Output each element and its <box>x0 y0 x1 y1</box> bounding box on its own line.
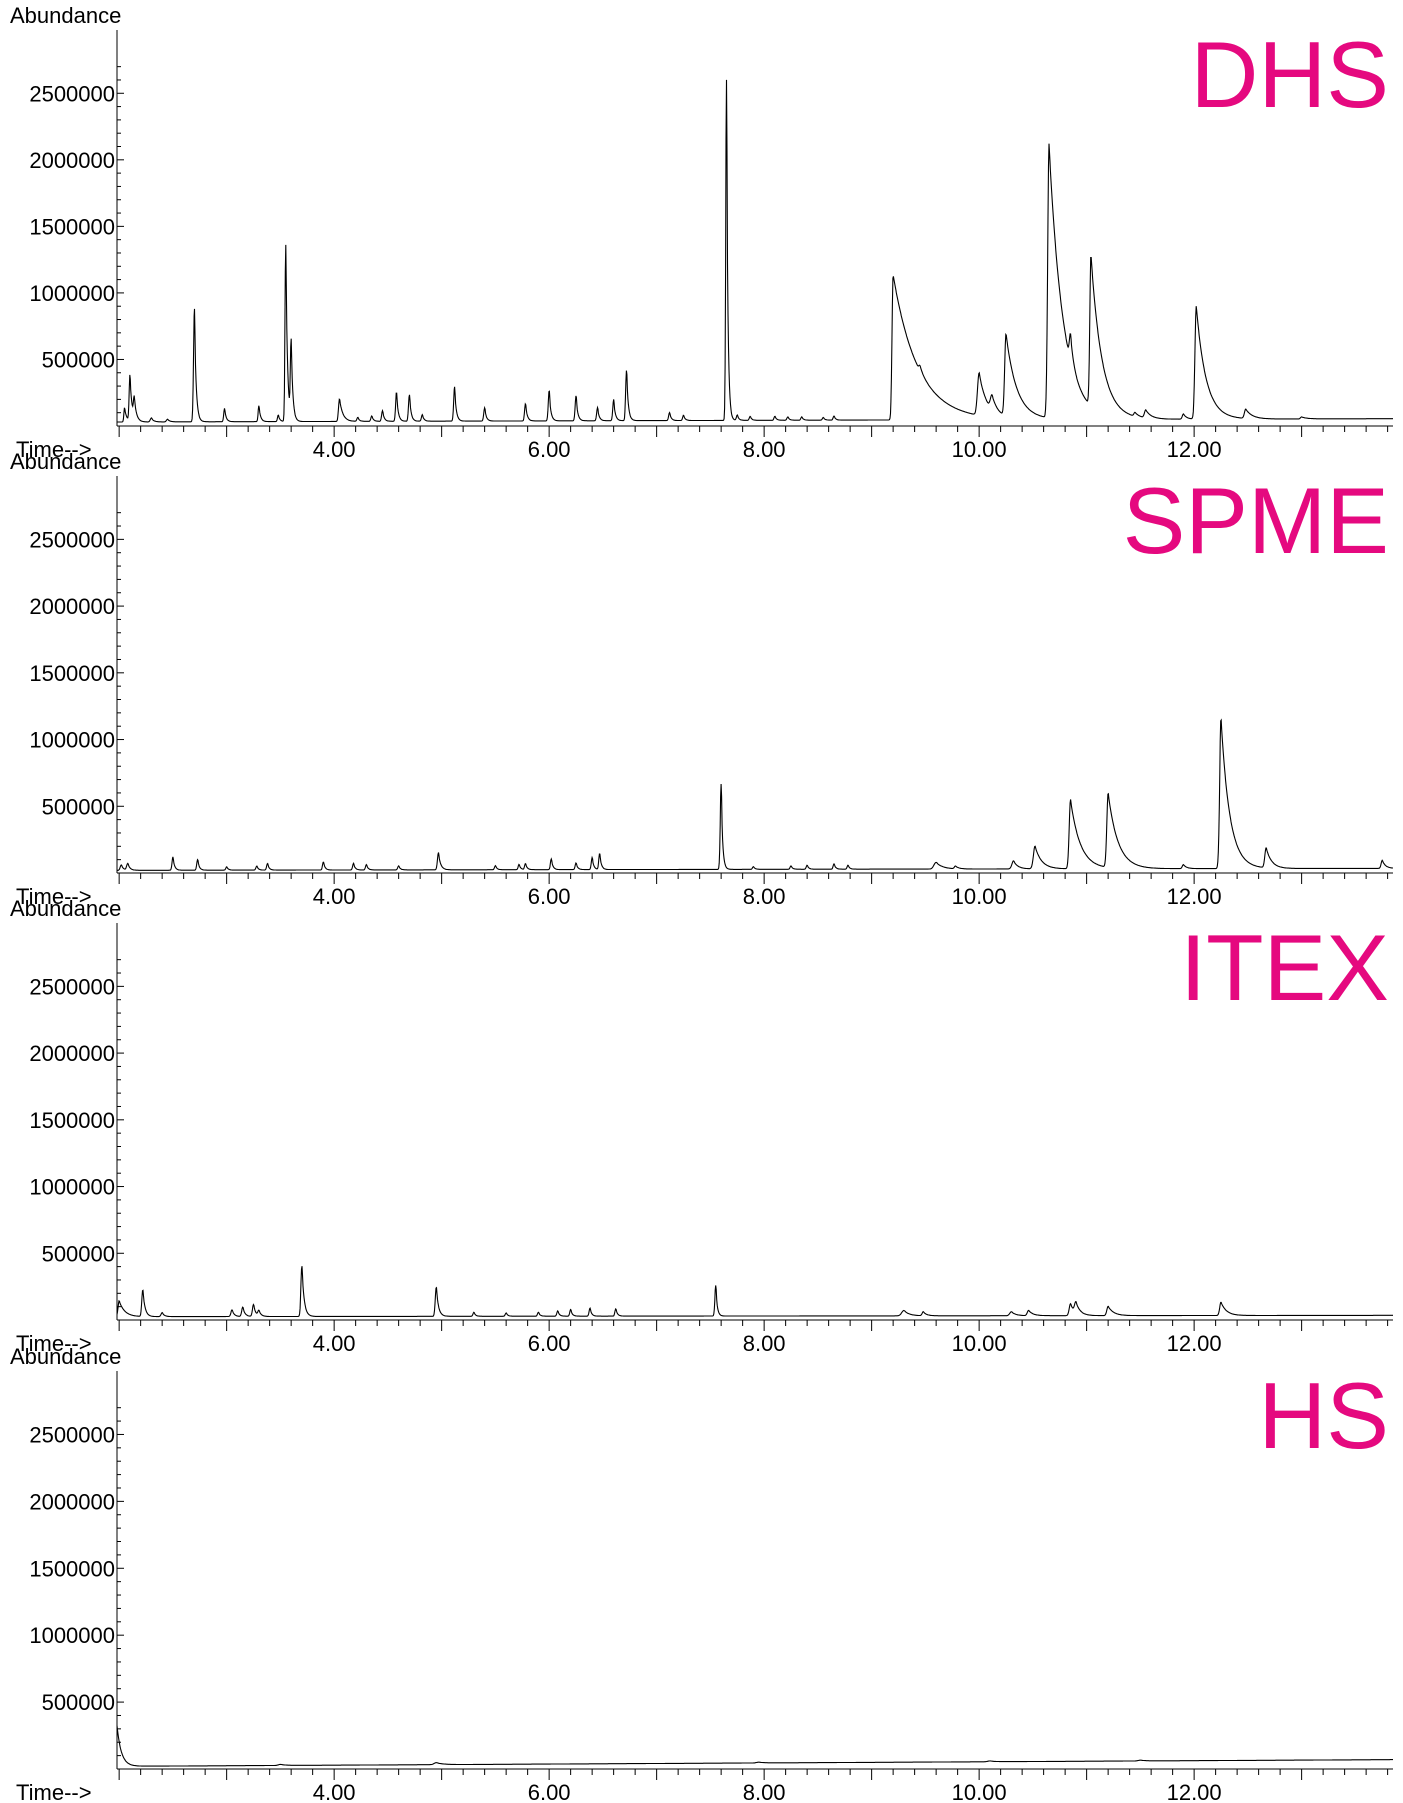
y-axis-title: Abundance <box>10 3 121 28</box>
x-tick-label: 6.00 <box>528 1780 571 1803</box>
x-axis-title: Time--> <box>16 1780 92 1803</box>
y-tick-label: 500000 <box>42 1241 115 1266</box>
y-tick-label: 1000000 <box>29 281 115 306</box>
x-tick-label: 8.00 <box>743 1780 786 1803</box>
x-tick-label: 12.00 <box>1167 437 1222 462</box>
x-axis-title: Time--> <box>16 1331 92 1356</box>
y-tick-label: 2500000 <box>29 527 115 552</box>
chromatogram-trace <box>116 1266 1393 1318</box>
panel-label: DHS <box>1191 22 1389 127</box>
y-tick-label: 2000000 <box>29 1041 115 1066</box>
chromatogram-trace <box>117 79 1393 423</box>
chromatogram-panel-spme: 500000 1000000 1500000 2000000 2500000 4.00 6.… <box>10 449 1393 909</box>
y-tick-label: 1500000 <box>29 1108 115 1133</box>
y-axis-title: Abundance <box>10 449 121 474</box>
x-axis-title: Time--> <box>16 884 92 909</box>
y-tick-label: 2000000 <box>29 594 115 619</box>
chromatogram-panel-itex: 500000 1000000 1500000 2000000 2500000 4.00 6.… <box>10 896 1393 1356</box>
y-tick-label: 1500000 <box>29 214 115 239</box>
y-axis-title: Abundance <box>10 896 121 921</box>
y-tick-label: 2500000 <box>29 1422 115 1447</box>
x-tick-label: 12.00 <box>1167 1331 1222 1356</box>
panel-label: ITEX <box>1180 915 1389 1020</box>
x-axis-title: Time--> <box>16 437 92 462</box>
x-tick-label: 4.00 <box>313 884 356 909</box>
panel-label: HS <box>1258 1363 1389 1468</box>
y-tick-label: 1500000 <box>29 661 115 686</box>
x-tick-label: 6.00 <box>528 884 571 909</box>
chromatogram-panel-dhs: 500000 1000000 1500000 2000000 2500000 4.00 6.… <box>10 3 1393 462</box>
x-tick-label: 8.00 <box>743 1331 786 1356</box>
x-tick-label: 12.00 <box>1167 884 1222 909</box>
x-tick-label: 10.00 <box>952 437 1007 462</box>
y-tick-label: 2500000 <box>29 81 115 106</box>
chromatogram-trace <box>117 718 1393 871</box>
x-tick-label: 6.00 <box>528 1331 571 1356</box>
y-tick-label: 1000000 <box>29 1175 115 1200</box>
panel-label: SPME <box>1123 468 1389 573</box>
y-tick-label: 1000000 <box>29 1623 115 1648</box>
x-tick-label: 4.00 <box>313 437 356 462</box>
y-tick-label: 500000 <box>42 1690 115 1715</box>
x-tick-label: 4.00 <box>313 1331 356 1356</box>
x-tick-label: 12.00 <box>1167 1780 1222 1803</box>
x-tick-label: 10.00 <box>952 884 1007 909</box>
x-tick-label: 8.00 <box>743 437 786 462</box>
chromatogram-trace <box>116 1725 1393 1767</box>
x-tick-label: 10.00 <box>952 1780 1007 1803</box>
y-tick-label: 1000000 <box>29 728 115 753</box>
x-tick-label: 8.00 <box>743 884 786 909</box>
y-tick-label: 2500000 <box>29 974 115 999</box>
y-tick-label: 2000000 <box>29 1489 115 1514</box>
x-tick-label: 10.00 <box>952 1331 1007 1356</box>
y-tick-label: 2000000 <box>29 148 115 173</box>
y-tick-label: 500000 <box>42 347 115 372</box>
y-tick-label: 500000 <box>42 794 115 819</box>
x-tick-label: 6.00 <box>528 437 571 462</box>
x-tick-label: 4.00 <box>313 1780 356 1803</box>
y-axis-title: Abundance <box>10 1344 121 1369</box>
y-tick-label: 1500000 <box>29 1556 115 1581</box>
chromatogram-panel-hs: 500000 1000000 1500000 2000000 2500000 4.00 6.… <box>10 1344 1393 1803</box>
